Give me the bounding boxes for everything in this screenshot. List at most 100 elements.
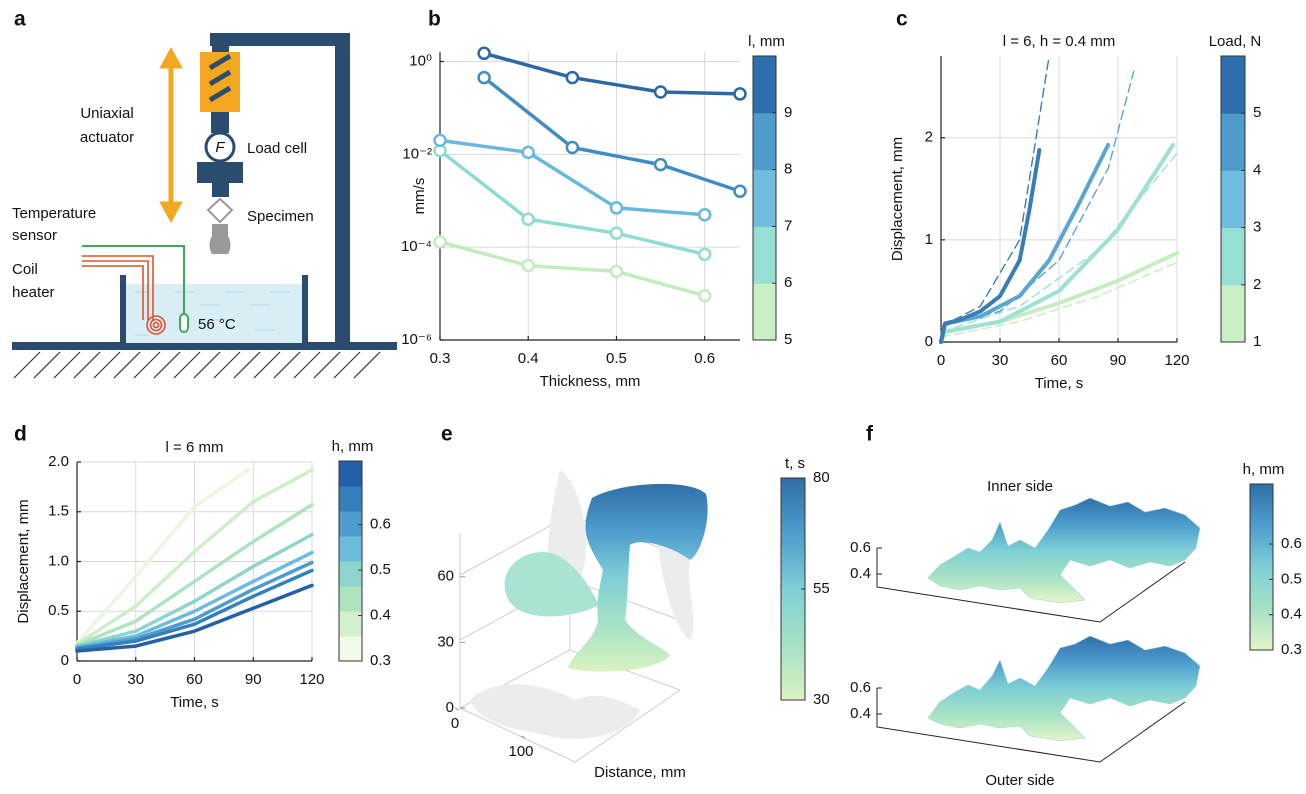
marker	[733, 87, 747, 101]
colorbar-tick-label: 5	[784, 331, 792, 348]
y-tick-label: 2	[925, 129, 933, 146]
marker	[565, 70, 580, 85]
data-line	[482, 51, 742, 96]
surface	[927, 635, 1201, 742]
y-tick-label: 2.0	[48, 453, 69, 470]
x-tick-label: 120	[1164, 352, 1189, 369]
colorbar-tick-label: 2	[1253, 276, 1261, 293]
colorbar-band	[753, 56, 776, 114]
diagram-label: actuator	[80, 129, 134, 146]
x-tick-label: 0.5	[606, 350, 627, 367]
colorbar-tick-label: 3	[1253, 219, 1261, 236]
z-tick-label: 0	[446, 699, 454, 716]
data-line	[438, 148, 707, 257]
marker	[477, 70, 491, 85]
marker	[433, 235, 447, 249]
specimen-grip	[209, 224, 231, 254]
sensor-wire	[82, 245, 185, 315]
apparatus-diagram: F Uniaxial actuator Load cell Specimen T…	[12, 33, 397, 379]
marker	[609, 264, 624, 279]
colorbar-band	[339, 461, 362, 487]
panel-letter: b	[428, 8, 441, 31]
colorbar-band	[1221, 56, 1245, 114]
x-tick-label: 0.6	[694, 350, 715, 367]
colorbar-tick-label: 6	[784, 274, 792, 291]
colorbar-band	[339, 586, 362, 612]
x-tick	[454, 707, 460, 711]
diagram-label: heater	[12, 284, 55, 301]
marker	[653, 157, 668, 172]
data-line	[75, 468, 314, 646]
x-tick-label: 30	[127, 671, 144, 688]
diagram-label: Temperature	[12, 205, 96, 222]
colorbar-frame	[1249, 483, 1274, 651]
marker	[697, 247, 712, 262]
colorbar-band	[339, 636, 362, 662]
bath-wall	[302, 275, 308, 345]
colorbar-band	[753, 283, 776, 341]
colorbar-tick-label: 9	[784, 104, 792, 121]
diagram-label: Load cell	[247, 140, 307, 157]
colorbar-frame	[1220, 55, 1246, 343]
colorbar-tick-label: 0.6	[1281, 535, 1302, 552]
colorbar-tick-label: 0.4	[1281, 606, 1302, 623]
actuator-stripes	[208, 53, 232, 103]
colorbar-tick-label: 55	[813, 580, 830, 597]
colorbar-band	[753, 226, 776, 284]
marker	[477, 46, 491, 61]
y-tick-label: 0	[61, 652, 69, 669]
surface	[504, 551, 600, 617]
x-axis-label: Time, s	[170, 694, 219, 711]
colorbar-tick-label: 80	[813, 469, 830, 486]
marker	[609, 226, 624, 240]
y-tick-label: 1.0	[48, 552, 69, 569]
marker	[521, 258, 535, 273]
colorbar-tick-label: 4	[1253, 161, 1261, 178]
data-line	[939, 147, 1042, 344]
surface	[927, 497, 1201, 604]
grip	[197, 162, 243, 183]
colorbar-band	[339, 611, 362, 637]
panel-letter: c	[896, 8, 908, 31]
colorbar-band	[753, 169, 776, 227]
y-tick-label: 0.5	[48, 602, 69, 619]
surface-f	[876, 497, 1201, 763]
x-tick-label: 60	[186, 671, 203, 688]
colorbar-frame	[752, 55, 777, 341]
z-tick-label: 60	[437, 568, 454, 585]
diagram-label: Coil	[12, 261, 38, 278]
colorbar-tick-label: 0.3	[1281, 641, 1302, 658]
box-lines	[876, 548, 1186, 763]
data-line	[75, 583, 314, 653]
x-axis-label: Thickness, mm	[540, 373, 641, 390]
y-axis-label: mm/s	[411, 178, 428, 215]
colorbar-label: Load, N	[1209, 33, 1262, 50]
motion-arrow	[159, 46, 183, 224]
x-tick-label: 120	[299, 671, 324, 688]
colorbar-tick-label: 1	[1253, 333, 1261, 350]
y-axis-label: Displacement, mm	[15, 499, 32, 623]
y-tick-label: 10⁻²	[402, 145, 432, 162]
colorbar-band	[339, 486, 362, 512]
grip	[212, 183, 229, 197]
sensor	[179, 313, 189, 333]
panel-letter: d	[14, 423, 27, 446]
colorbar-fill	[1250, 484, 1273, 650]
z-tick-label: 30	[437, 633, 454, 650]
data-line	[482, 75, 742, 194]
colorbar-band	[1221, 227, 1245, 286]
colorbar-tick-label: 0.5	[1281, 570, 1302, 587]
marker	[521, 145, 535, 160]
water-bath	[126, 284, 302, 343]
data-line	[438, 138, 707, 217]
surface	[568, 483, 708, 672]
z-tick-label: 0.4	[850, 565, 871, 582]
colorbar-band	[339, 511, 362, 537]
x-axis-label: Time, s	[1035, 375, 1084, 392]
panel-letter: e	[441, 423, 453, 446]
x-tick-label: 0.3	[430, 350, 451, 367]
surface-label: Outer side	[985, 772, 1054, 789]
colorbar-tick-label: 0.6	[370, 516, 391, 533]
